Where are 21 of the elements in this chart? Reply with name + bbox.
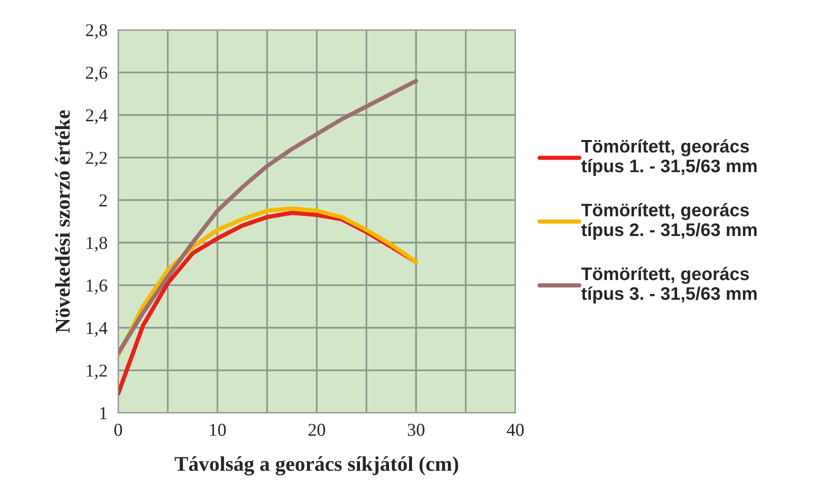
y-tick-label: 1: [100, 407, 107, 420]
x-axis-title: Távolság a georács síkjától (cm): [174, 456, 458, 476]
y-tick-label: 1,6: [86, 279, 108, 294]
y-tick-label: 2,4: [86, 109, 108, 124]
x-tick-label: 20: [308, 424, 326, 436]
legend-label: Tömörített, georács típus 1. - 31,5/63 mm: [581, 139, 757, 176]
y-tick-label: 2: [100, 194, 107, 206]
x-tick-label: 40: [506, 424, 524, 436]
y-tick-label: 2,8: [86, 24, 108, 39]
y-tick-label: 1,2: [86, 364, 107, 380]
y-tick-label: 2,6: [86, 66, 108, 82]
y-axis-title: Növekedési szorzó értéke: [55, 110, 70, 333]
x-tick-label: 30: [408, 424, 424, 436]
y-tick-label: 1,4: [86, 322, 108, 337]
legend-label: Tömörített, georács típus 3. - 31,5/63 mm: [581, 266, 757, 304]
y-tick-label: 1,8: [86, 236, 108, 252]
x-tick-label: 0: [114, 424, 122, 436]
y-tick-label: 2,2: [86, 152, 107, 167]
legend-label: Tömörített, georács típus 2. - 31,5/63 mm: [581, 203, 757, 240]
line-series: [118, 78, 418, 356]
x-tick-label: 10: [210, 424, 226, 436]
